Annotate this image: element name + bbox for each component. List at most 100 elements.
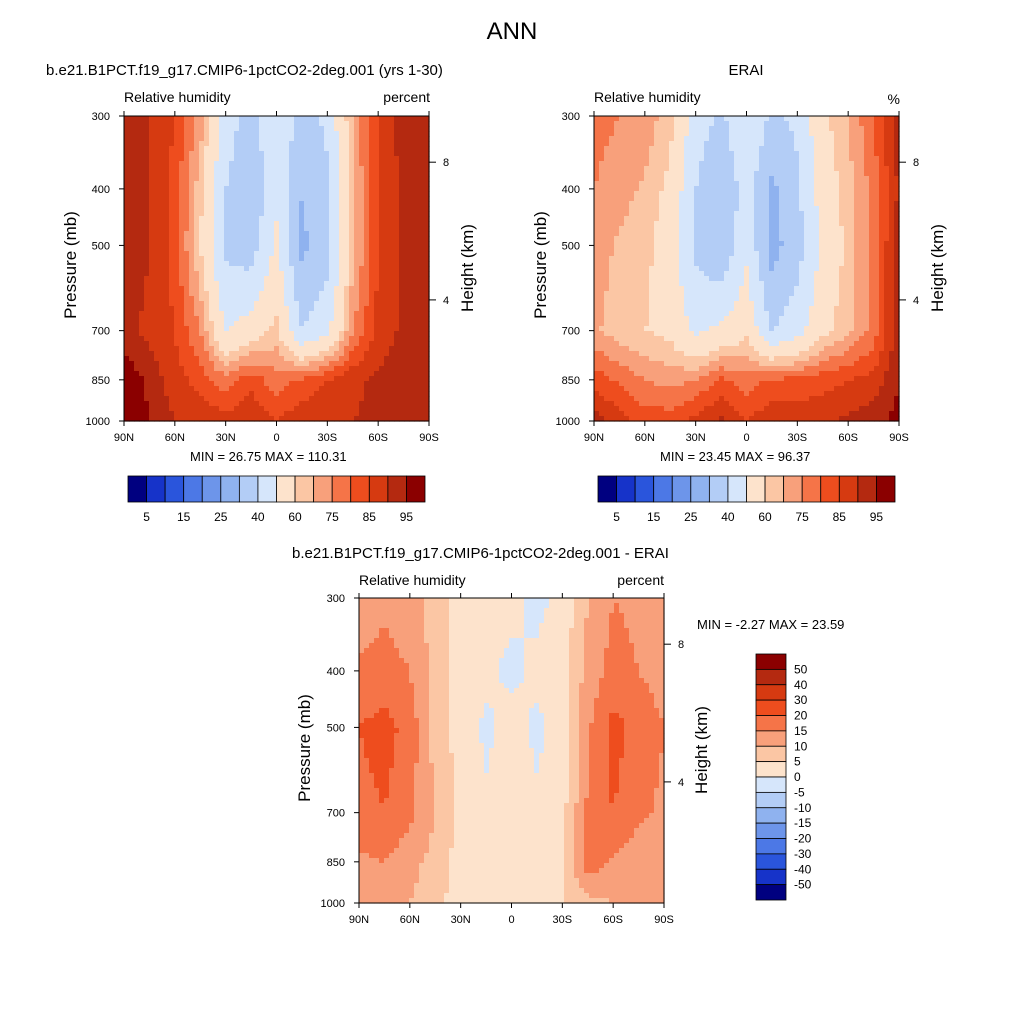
model-field-cell [359, 151, 365, 157]
obs-field-cell [819, 186, 825, 192]
model-field-cell [124, 191, 130, 197]
model-field-cell [284, 351, 290, 357]
model-ytick-label: 850 [92, 375, 110, 387]
model-field-cell [339, 256, 345, 262]
model-field-cell [274, 281, 280, 287]
obs-field-cell [659, 176, 665, 182]
model-field-cell [154, 166, 160, 172]
model-field-cell [414, 241, 420, 247]
model-field-cell [139, 136, 145, 142]
model-field-cell [299, 121, 305, 127]
model-field-cell [159, 366, 165, 372]
obs-field-cell [654, 151, 660, 157]
obs-field-cell [594, 131, 600, 137]
obs-field-cell [599, 146, 605, 152]
model-field-cell [329, 236, 335, 242]
model-field-cell [409, 181, 415, 187]
model-field-cell [259, 291, 265, 297]
obs-field-cell [699, 206, 705, 212]
model-field-cell [259, 366, 265, 372]
model-field-cell [144, 341, 150, 347]
model-field-cell [189, 361, 195, 367]
model-field-cell [154, 251, 160, 257]
model-field-cell [279, 191, 285, 197]
model-field-cell [394, 256, 400, 262]
model-field-cell [139, 266, 145, 272]
model-field-cell [344, 281, 350, 287]
model-field-cell [219, 206, 225, 212]
model-field-cell [294, 206, 300, 212]
model-field-cell [144, 206, 150, 212]
model-field-cell [284, 246, 290, 252]
model-field-cell [199, 166, 205, 172]
model-field-cell [134, 361, 140, 367]
model-field-cell [304, 386, 310, 392]
model-field-cell [194, 311, 200, 317]
obs-field-cell [794, 131, 800, 137]
obs-field-cell [839, 196, 845, 202]
model-field-cell [224, 411, 230, 417]
obs-field-cell [714, 156, 720, 162]
model-field-cell [279, 186, 285, 192]
model-field-cell [364, 131, 370, 137]
obs-field-cell [834, 206, 840, 212]
model-field-cell [194, 371, 200, 377]
model-field-cell [404, 341, 410, 347]
model-field-cell [319, 191, 325, 197]
model-field-cell [249, 256, 255, 262]
model-field-cell [289, 381, 295, 387]
model-field-cell [374, 406, 380, 412]
model-field-cell [249, 311, 255, 317]
obs-field-cell [749, 191, 755, 197]
obs-field-cell [784, 201, 790, 207]
obs-field-cell [694, 146, 700, 152]
model-field-cell [404, 231, 410, 237]
model-field-cell [279, 341, 285, 347]
obs-field-cell [609, 171, 615, 177]
model-field-cell [139, 401, 145, 407]
obs-field-cell [819, 151, 825, 157]
model-field-cell [234, 191, 240, 197]
obs-field-cell [789, 161, 795, 167]
model-field-cell [184, 251, 190, 257]
model-field-cell [234, 151, 240, 157]
model-field-cell [229, 371, 235, 377]
obs-field-cell [664, 146, 670, 152]
model-field-cell [409, 406, 415, 412]
model-field-cell [389, 296, 395, 302]
obs-field-cell [874, 161, 880, 167]
model-field-cell [309, 166, 315, 172]
obs-field-cell [604, 161, 610, 167]
model-field-cell [339, 161, 345, 167]
model-field-cell [269, 396, 275, 402]
model-field-cell [274, 176, 280, 182]
model-field-cell [129, 346, 135, 352]
model-field-cell [194, 406, 200, 412]
model-field-cell [139, 376, 145, 382]
model-field-cell [419, 331, 425, 337]
model-field-cell [424, 161, 430, 167]
obs-field-cell [859, 166, 865, 172]
obs-field-cell [794, 181, 800, 187]
model-field-cell [144, 291, 150, 297]
obs-field-cell [689, 171, 695, 177]
model-field-cell [154, 126, 160, 132]
model-field-cell [279, 196, 285, 202]
obs-field-cell [634, 136, 640, 142]
model-field-cell [124, 366, 130, 372]
model-field-cell [209, 206, 215, 212]
model-field-cell [414, 126, 420, 132]
model-field-cell [399, 396, 405, 402]
model-field-cell [354, 311, 360, 317]
model-field-cell [284, 336, 290, 342]
model-field-cell [169, 306, 175, 312]
model-field-cell [304, 226, 310, 232]
model-field-cell [304, 241, 310, 247]
model-field-cell [289, 251, 295, 257]
model-field-cell [164, 171, 170, 177]
model-field-cell [134, 306, 140, 312]
model-field-cell [284, 121, 290, 127]
model-field-cell [184, 416, 190, 422]
obs-field-cell [844, 186, 850, 192]
obs-field-cell [809, 206, 815, 212]
